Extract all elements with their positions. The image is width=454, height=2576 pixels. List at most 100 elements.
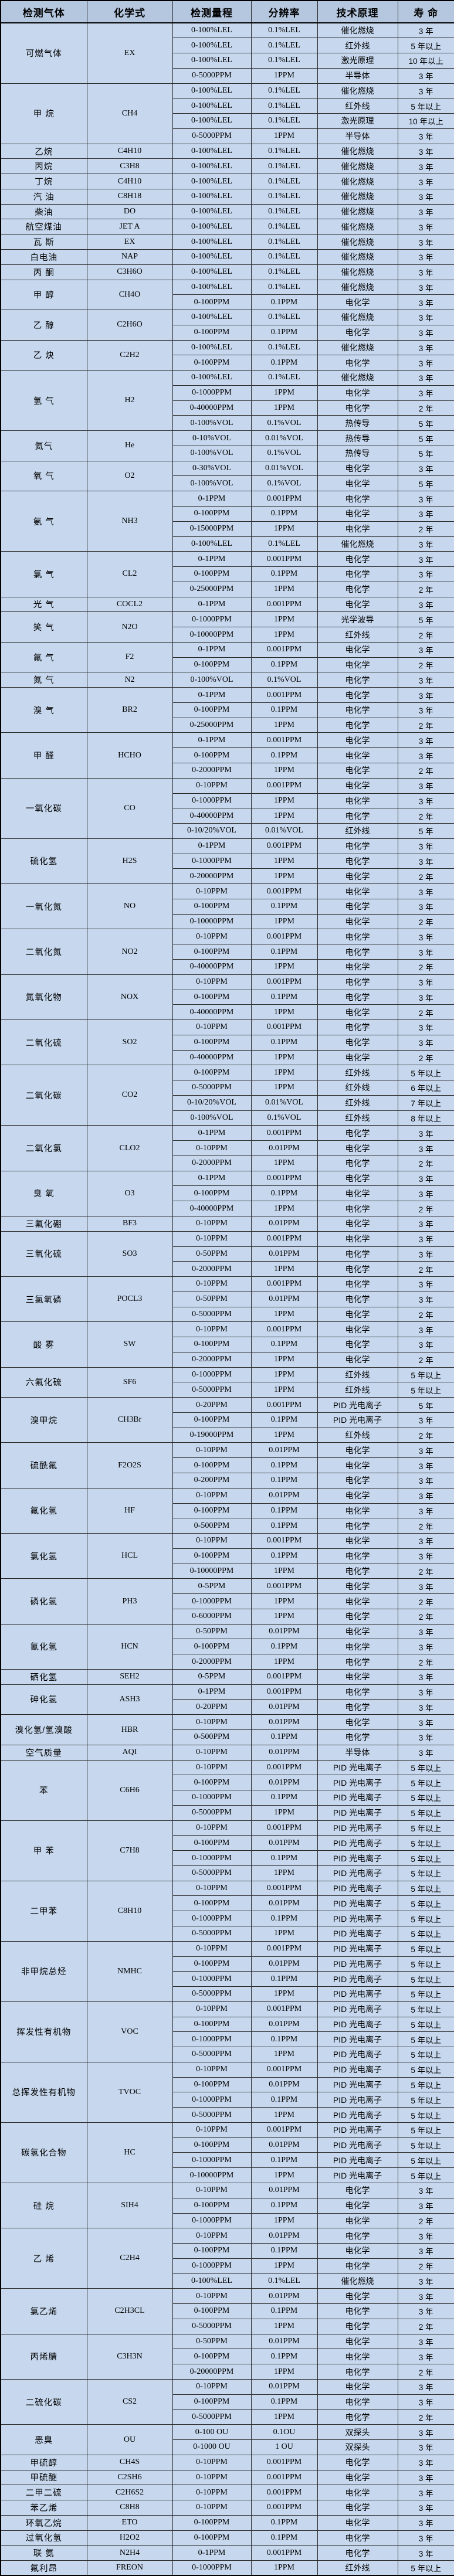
gas-name-cell: 空气质量 [0,1744,87,1761]
header-row: 检测气体 化学式 检测量程 分辨率 技术原理 寿 命 [0,0,454,23]
gas-name-cell: 三氯氧磷 [0,1276,87,1323]
range-cell: 0-10PPM [172,1231,252,1247]
life-cell: 5 年以上 [397,38,454,54]
life-cell: 3 年 [397,2424,454,2440]
principle-cell: 电化学 [317,1563,398,1579]
gas-name-cell: 丙烷 [0,158,87,175]
principle-cell: 电化学 [317,974,398,990]
principle-cell: 催化燃烧 [317,219,398,235]
principle-cell: PID 光电离子 [317,1850,398,1866]
gas-name-cell: 氮氧化物 [0,974,87,1021]
life-cell: 3 年 [397,1699,454,1715]
life-cell: 3 年 [397,174,454,189]
gas-name-cell: 硫酰氟 [0,1442,87,1488]
header-range: 检测量程 [172,0,252,23]
principle-cell: 红外线 [317,1065,398,1081]
principle-cell: 电化学 [317,1608,398,1625]
gas-name-cell: 联 氨 [0,2545,87,2561]
resolution-cell: 0.1PPM [250,2152,318,2169]
resolution-cell: 0.01PPM [250,1744,318,1761]
principle-cell: 电化学 [317,853,398,869]
life-cell: 5 年以上 [397,1986,454,2002]
life-cell: 3 年 [397,203,454,220]
table-row: 0-40000PPM 1PPM 电化学 2 年 [1,1004,454,1021]
range-cell: 0-10PPM [172,2485,252,2501]
header-principle: 技术原理 [317,0,398,23]
range-cell: 0-100%LEL [172,143,252,159]
resolution-cell: 1PPM [250,808,318,824]
resolution-cell: 0.1PPM [250,294,318,311]
table-row: 氟利昂 FREON 0-1000PPM 1PPM 红外线 5 年以上 [0,2560,454,2576]
table-row: 0-5000PPM 1PPM PID 光电离子 5 年以上 [1,1986,454,2002]
resolution-cell: 0.01PPM [250,1291,318,1307]
table-row: 0-100PPM 0.01PPM PID 光电离子 5 年以上 [1,2016,454,2033]
principle-cell: 电化学 [317,1518,398,1534]
resolution-cell: 1PPM [250,67,318,84]
formula-cell: HBR [86,1714,173,1745]
table-row: 0-1000PPM 0.1PPM PID 光电离子 5 年以上 [1,2092,454,2108]
table-row: 0-1000PPM 1PPM 电化学 2 年 [1,2258,454,2274]
life-cell: 2 年 [397,1201,454,1216]
gas-name-cell: 丙烯腈 [0,2333,87,2380]
table-row: 0-1000PPM 1PPM 电化学 3 年 [1,853,454,869]
range-cell: 0-10PPM [172,1321,252,1338]
formula-cell: PH3 [86,1578,173,1625]
gas-name-cell: 甲 醇 [0,279,87,311]
life-cell: 3 年 [397,2485,454,2501]
gas-name-cell: 过氧化氢 [0,2530,87,2546]
formula-cell: C8H10 [86,1880,173,1942]
formula-cell: CH4 [86,83,173,144]
table-row: 0-40000PPM 1PPM 电化学 2 年 [1,1049,454,1066]
principle-cell: 电化学 [317,989,398,1005]
life-cell: 5 年以上 [397,1065,454,1081]
range-cell: 0-100%LEL [172,219,252,235]
life-cell: 5 年以上 [397,1895,454,1912]
life-cell: 3 年 [397,2514,454,2531]
range-cell: 0-100%LEL [172,83,252,99]
range-cell: 0-20000PPM [172,2364,252,2380]
resolution-cell: 0.1PPM [250,355,318,371]
life-cell: 3 年 [397,898,454,915]
resolution-cell: 1PPM [250,385,318,401]
resolution-cell: 0.1PPM [250,2349,318,2365]
life-cell: 3 年 [397,2439,454,2455]
resolution-cell: 1PPM [250,581,318,597]
range-cell: 0-5PPM [172,1668,252,1685]
formula-cell: NOX [86,974,173,1021]
range-cell: 0-100PPM [172,1503,252,1519]
table-row: 光 气 COCL2 0-1PPM 0.001PPM 电化学 3 年 [0,596,454,613]
principle-cell: 电化学 [317,913,398,930]
range-cell: 0-40000PPM [172,1049,252,1066]
resolution-cell: 1PPM [250,2560,318,2576]
range-cell: 0-100PPM [172,2394,252,2410]
gas-name-cell: 砷化氢 [0,1684,87,1715]
range-cell: 0-500PPM [172,1518,252,1534]
resolution-cell: 0.1PPM [250,1548,318,1564]
resolution-cell: 0.1PPM [250,506,318,522]
table-row: 0-5000PPM 1PPM 电化学 2 年 [1,2409,454,2425]
principle-cell: PID 光电离子 [317,1895,398,1912]
range-cell: 0-30%VOL [172,460,252,477]
principle-cell: 电化学 [317,355,398,371]
table-row: 可燃气体 EX 0-100%LEL 0.1%LEL 催化燃烧 3 年 [0,22,454,84]
principle-cell: 电化学 [317,1593,398,1609]
principle-cell: 电化学 [317,732,398,749]
table-row: 溴 气 BR2 0-1PPM 0.001PPM 电化学 3 年 [0,687,454,733]
formula-cell: N2 [86,672,173,688]
gas-name-cell: 乙 炔 [0,339,87,371]
resolution-cell: 0.1PPM [250,2514,318,2531]
range-cell: 0-100PPM [172,898,252,915]
gas-name-cell: 丁烷 [0,174,87,189]
table-row: 0-100PPM 0.1PPM 电化学 3 年 [1,294,454,311]
life-cell: 3 年 [397,929,454,945]
table-row: 0-20000PPM 1PPM 电化学 2 年 [1,868,454,885]
life-cell: 3 年 [397,687,454,703]
life-cell: 3 年 [397,264,454,280]
range-cell: 0-1PPM [172,551,252,567]
principle-cell: 电化学 [317,1246,398,1262]
life-cell: 3 年 [397,1473,454,1488]
formula-cell: H2O2 [86,2530,173,2546]
table-row: 0-1000PPM 1PPM 电化学 3 年 [1,793,454,809]
range-cell: 0-100%VOL [172,445,252,461]
life-cell: 5 年以上 [397,1775,454,1791]
